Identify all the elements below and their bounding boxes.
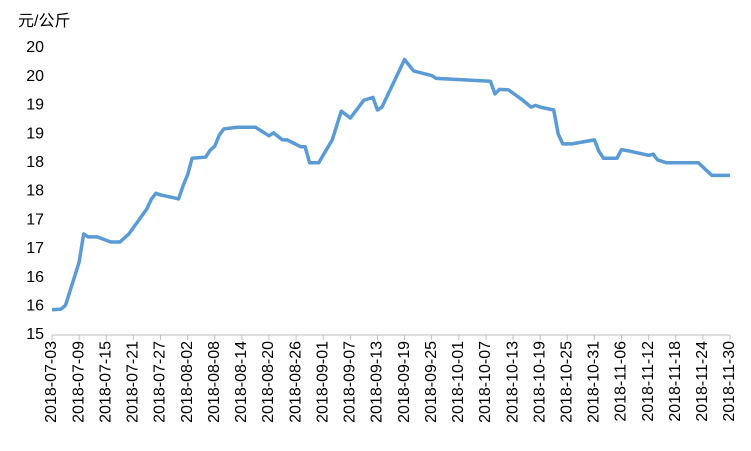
x-tick-label: 2018-08-20 (260, 341, 277, 423)
x-tick-label: 2018-09-13 (369, 341, 386, 423)
x-tick-label: 2018-10-07 (477, 341, 494, 423)
x-tick-label: 2018-10-13 (504, 341, 521, 423)
x-tick-label: 2018-07-03 (43, 341, 60, 423)
y-tick-label: 18 (26, 183, 44, 200)
x-tick-label: 2018-10-01 (450, 341, 467, 423)
y-tick-label: 17 (26, 211, 44, 228)
y-tick-label: 19 (26, 97, 44, 114)
x-tick-label: 2018-07-27 (152, 341, 169, 423)
x-tick-label: 2018-08-26 (287, 341, 304, 423)
y-tick-label: 20 (26, 39, 44, 56)
y-tick-label: 15 (26, 326, 44, 343)
x-tick-label: 2018-11-12 (640, 341, 657, 422)
x-tick-label: 2018-09-01 (314, 341, 331, 423)
x-tick-label: 2018-07-09 (70, 341, 87, 423)
y-tick-label: 16 (26, 298, 44, 315)
x-tick-label: 2018-11-24 (694, 341, 711, 422)
x-tick-label: 2018-07-21 (125, 341, 142, 423)
x-tick-label: 2018-09-19 (396, 341, 413, 423)
x-tick-label: 2018-10-31 (586, 341, 603, 423)
x-tick-label: 2018-07-15 (97, 341, 114, 423)
x-tick-label: 2018-11-18 (667, 341, 684, 422)
x-tick-label: 2018-08-08 (206, 341, 223, 423)
x-tick-label: 2018-10-25 (558, 341, 575, 423)
x-tick-label: 2018-10-19 (531, 341, 548, 423)
x-tick-label: 2018-09-07 (342, 341, 359, 423)
line-series (51, 57, 730, 312)
x-tick-label: 2018-08-14 (233, 341, 250, 423)
y-tick-label: 20 (26, 68, 44, 85)
x-tick-label: 2018-08-02 (179, 341, 196, 423)
x-tick-label: 2018-11-30 (721, 341, 738, 422)
y-axis-label: 元/公斤 (18, 12, 70, 30)
y-tick-label: 17 (26, 240, 44, 257)
y-tick-label: 16 (26, 269, 44, 286)
x-tick-label: 2018-09-25 (423, 341, 440, 423)
x-tick-label: 2018-11-06 (613, 341, 630, 422)
y-tick-label: 19 (26, 125, 44, 142)
y-tick-label: 18 (26, 154, 44, 171)
